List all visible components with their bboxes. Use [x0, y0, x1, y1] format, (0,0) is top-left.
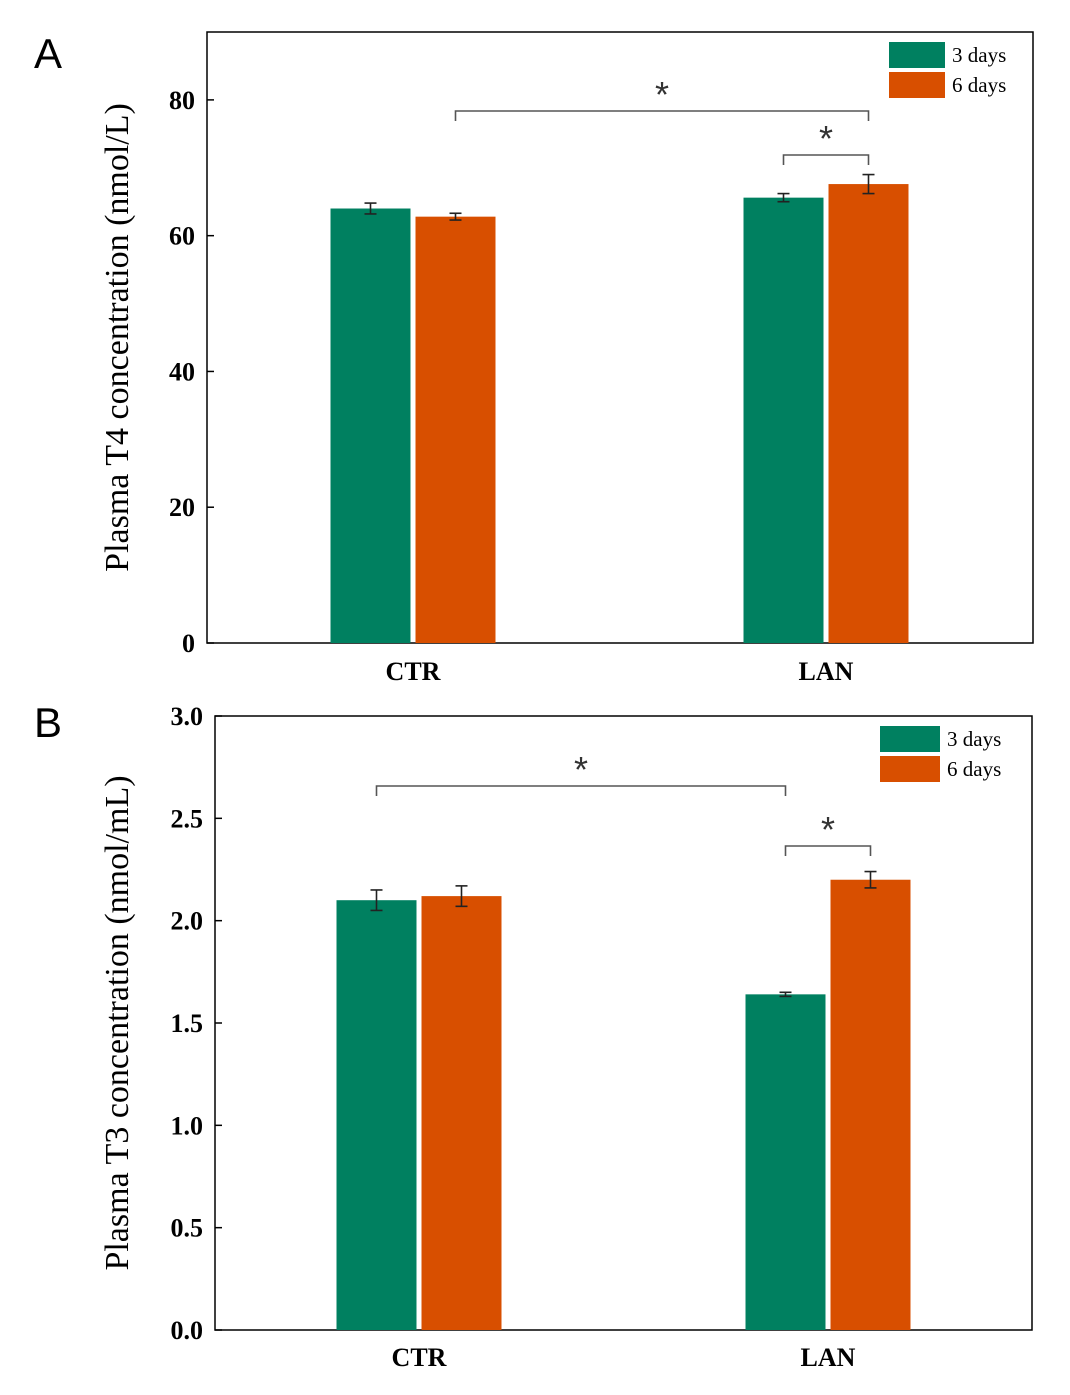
error-bar — [862, 173, 875, 195]
legend-swatch-3days — [889, 42, 945, 68]
significance-star: * — [821, 809, 835, 850]
legend: 3 days 6 days — [880, 726, 1001, 782]
significance-star: * — [655, 74, 669, 115]
y-tick-label: 0.0 — [171, 1316, 204, 1345]
bar-lan-6days — [828, 184, 909, 643]
y-axis-label: Plasma T3 concentration (nmol/mL) — [99, 775, 136, 1270]
significance-bracket — [782, 154, 870, 165]
y-tick-label: 20 — [169, 493, 195, 522]
error-bar — [779, 991, 792, 998]
category-label-ctr: CTR — [392, 1343, 447, 1372]
y-tick-label: 2.5 — [171, 804, 204, 833]
bar-lan-3days — [745, 994, 826, 1330]
y-tick-label: 3.0 — [171, 702, 204, 731]
significance-bracket — [784, 845, 872, 856]
category-label-lan: LAN — [799, 657, 854, 686]
panel-label: B — [34, 699, 62, 746]
bracket-line — [784, 845, 872, 856]
bar-lan-3days — [743, 197, 824, 643]
significance-star: * — [574, 749, 588, 790]
error-bar — [455, 885, 468, 908]
legend-label: 6 days — [952, 73, 1006, 97]
legend-swatch-6days — [889, 72, 945, 98]
significance-star: * — [819, 118, 833, 159]
bracket-line — [454, 110, 870, 121]
significance-bracket — [454, 110, 870, 121]
y-tick-label: 0.5 — [171, 1214, 204, 1243]
legend-label: 3 days — [952, 43, 1006, 67]
bar-ctr-6days — [421, 896, 502, 1330]
y-axis-label: Plasma T4 concentration (nmol/L) — [99, 103, 136, 572]
bar-lan-6days — [830, 879, 911, 1330]
legend: 3 days 6 days — [889, 42, 1006, 98]
y-tick-label: 1.0 — [171, 1111, 204, 1140]
y-tick-label: 0 — [182, 629, 195, 658]
error-bar — [864, 870, 877, 889]
bar-ctr-3days — [330, 208, 411, 643]
legend-label: 3 days — [947, 727, 1001, 751]
y-tick-label: 2.0 — [171, 907, 204, 936]
y-tick-label: 40 — [169, 357, 195, 386]
bracket-line — [375, 785, 787, 796]
significance-bracket — [375, 785, 787, 796]
error-bar — [777, 192, 790, 203]
y-tick-label: 60 — [169, 222, 195, 251]
panel-A: A 0 20 40 60 80 Plasma T4 concentration (nmol/… — [34, 30, 1034, 686]
error-bar — [364, 202, 377, 215]
bar-ctr-6days — [415, 216, 496, 643]
error-bar — [370, 889, 383, 912]
bracket-line — [782, 154, 870, 165]
panel-B: B 0.0 0.5 1.0 1.5 2.0 2.5 3.0 Plasma T3 concentr… — [34, 699, 1033, 1372]
legend-swatch-6days — [880, 756, 940, 782]
category-label-lan: LAN — [801, 1343, 856, 1372]
error-bar — [449, 212, 462, 221]
legend-swatch-3days — [880, 726, 940, 752]
y-tick-label: 1.5 — [171, 1009, 204, 1038]
bar-ctr-3days — [336, 900, 417, 1330]
category-label-ctr: CTR — [386, 657, 441, 686]
panel-label: A — [34, 30, 62, 77]
plot-frame — [206, 31, 1034, 644]
legend-label: 6 days — [947, 757, 1001, 781]
y-tick-label: 80 — [169, 86, 195, 115]
